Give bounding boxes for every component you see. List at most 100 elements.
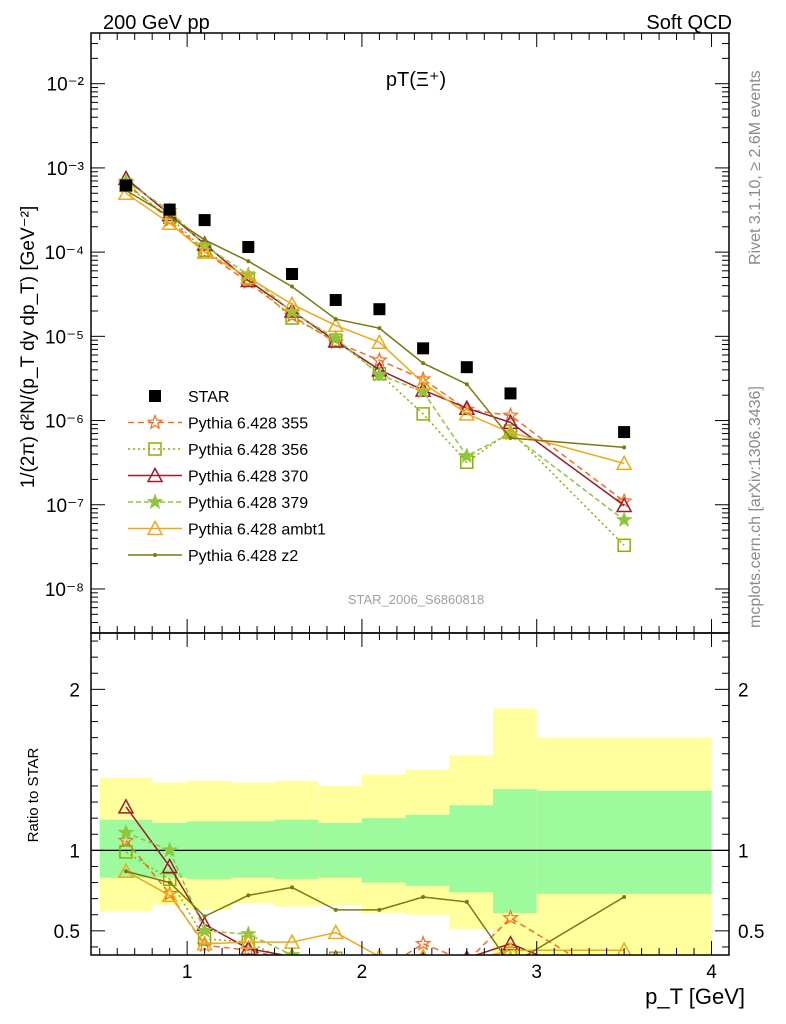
series-marker [417, 978, 429, 990]
legend-label: Pythia 6.428 ambt1 [188, 522, 326, 539]
ratio-series-group [117, 798, 632, 1009]
ratio-band-inner [493, 789, 537, 914]
series-marker [618, 990, 631, 1003]
series-marker [373, 964, 386, 977]
star-data-point [618, 426, 631, 439]
axis-tick-labels: 1 2 3 4 10⁻⁸ 10⁻⁷ 10⁻⁶ 10⁻⁵ 10⁻⁴ 10⁻³ 10⁻² 0.5 0.5 1 1… [45, 75, 765, 983]
y-axis-label-main: 1/(2π) d²N/(p_T dy dp_T) [GeV⁻²] [18, 206, 39, 489]
y-tick-label-ratio-right: 2 [738, 680, 749, 701]
series-marker [618, 997, 630, 1009]
y-tick-label-ratio-left: 0.5 [54, 922, 80, 943]
header-left: 200 GeV pp [103, 12, 210, 34]
y-tick-label-main: 10⁻⁶ [45, 412, 84, 433]
series-marker [327, 923, 344, 940]
series-marker [508, 436, 513, 441]
header-right: Soft QCD [646, 12, 732, 34]
y-tick-label-main: 10⁻² [47, 75, 85, 96]
x-tick-label: 1 [182, 962, 193, 983]
star-data-point [329, 294, 342, 307]
series-marker [161, 214, 178, 231]
series-marker [290, 885, 295, 890]
series-marker [372, 974, 386, 987]
y-tick-label-main: 10⁻⁷ [46, 496, 84, 517]
series-marker [148, 442, 162, 456]
series-marker [377, 907, 382, 912]
series-marker [509, 963, 513, 967]
ratio-uncertainty-bands [99, 708, 712, 955]
ratio-band-inner [230, 821, 275, 878]
series-marker [617, 538, 631, 553]
analysis-watermark: STAR_2006_S6860818 [348, 592, 484, 607]
series-marker [246, 259, 251, 264]
series-marker [461, 994, 473, 1006]
y-tick-label-ratio-left: 2 [69, 680, 80, 701]
series-marker [283, 295, 301, 312]
ratio-series-line [125, 870, 625, 955]
series-marker [458, 405, 476, 421]
series-marker [460, 988, 473, 1001]
series-marker [327, 329, 345, 346]
rivet-version-label: Rivet 3.1.10, ≥ 2.6M events [747, 70, 764, 265]
series-marker [146, 519, 164, 536]
star-data-point [417, 342, 430, 355]
series-marker [146, 493, 164, 510]
y-tick-label-ratio-right: 0.5 [738, 922, 764, 943]
series-marker [508, 949, 513, 955]
star-data-point [242, 241, 255, 254]
x-axis-label: p_T [GeV] [645, 984, 745, 1009]
legend-label-star: STAR [188, 389, 229, 406]
series-marker [167, 880, 172, 885]
series-marker [117, 823, 135, 840]
series-marker [416, 407, 430, 421]
star-data-point [198, 214, 211, 227]
series-marker [153, 553, 157, 557]
y-tick-label-ratio-left: 1 [69, 841, 80, 862]
main-series-group [117, 169, 633, 553]
series-marker [465, 952, 468, 955]
ratio-band-inner [274, 819, 319, 880]
series-marker [327, 316, 344, 333]
series-marker [464, 899, 469, 904]
y-tick-label-main: 10⁻⁵ [45, 327, 84, 348]
legend: STAR Pythia 6.428 355 Pythia 6.428 356 Pyth… [128, 389, 326, 565]
series-line [125, 182, 625, 502]
legend-marker-star [149, 390, 161, 402]
star-data-group [119, 179, 631, 439]
series-line [125, 192, 625, 465]
legend-label: Pythia 6.428 356 [188, 442, 308, 459]
x-tick-label: 4 [706, 962, 717, 983]
mcplots-label: mcplots.cern.ch [arXiv:1306.3436] [747, 386, 764, 628]
x-tick-label: 3 [531, 962, 542, 983]
series-marker [333, 907, 338, 912]
series-marker [618, 980, 631, 993]
series-marker [615, 492, 633, 509]
series-marker [240, 933, 257, 949]
series-marker [458, 400, 476, 417]
series-marker [373, 959, 386, 972]
series-marker [162, 872, 177, 887]
series-marker [373, 978, 385, 990]
series-marker [119, 845, 133, 859]
series-marker [465, 952, 468, 955]
series-marker [240, 925, 257, 942]
ratio-plot-frame [90, 632, 730, 956]
series-line [125, 189, 625, 449]
y-tick-label-ratio-right: 1 [738, 841, 749, 862]
series-marker [196, 922, 213, 938]
series-line [125, 180, 625, 521]
series-marker [161, 886, 178, 903]
series-marker [202, 237, 207, 242]
series-marker [414, 934, 432, 951]
series-marker [146, 466, 164, 483]
star-data-point [119, 179, 132, 192]
star-data-point [504, 387, 517, 400]
series-marker [246, 893, 251, 898]
series-marker [622, 895, 627, 900]
star-data-point [373, 303, 386, 316]
y-tick-label-main: 10⁻³ [47, 159, 85, 180]
legend-label: Pythia 6.428 379 [188, 495, 308, 512]
series-marker [422, 954, 424, 955]
star-data-point [163, 203, 176, 216]
x-tick-label: 2 [357, 962, 368, 983]
